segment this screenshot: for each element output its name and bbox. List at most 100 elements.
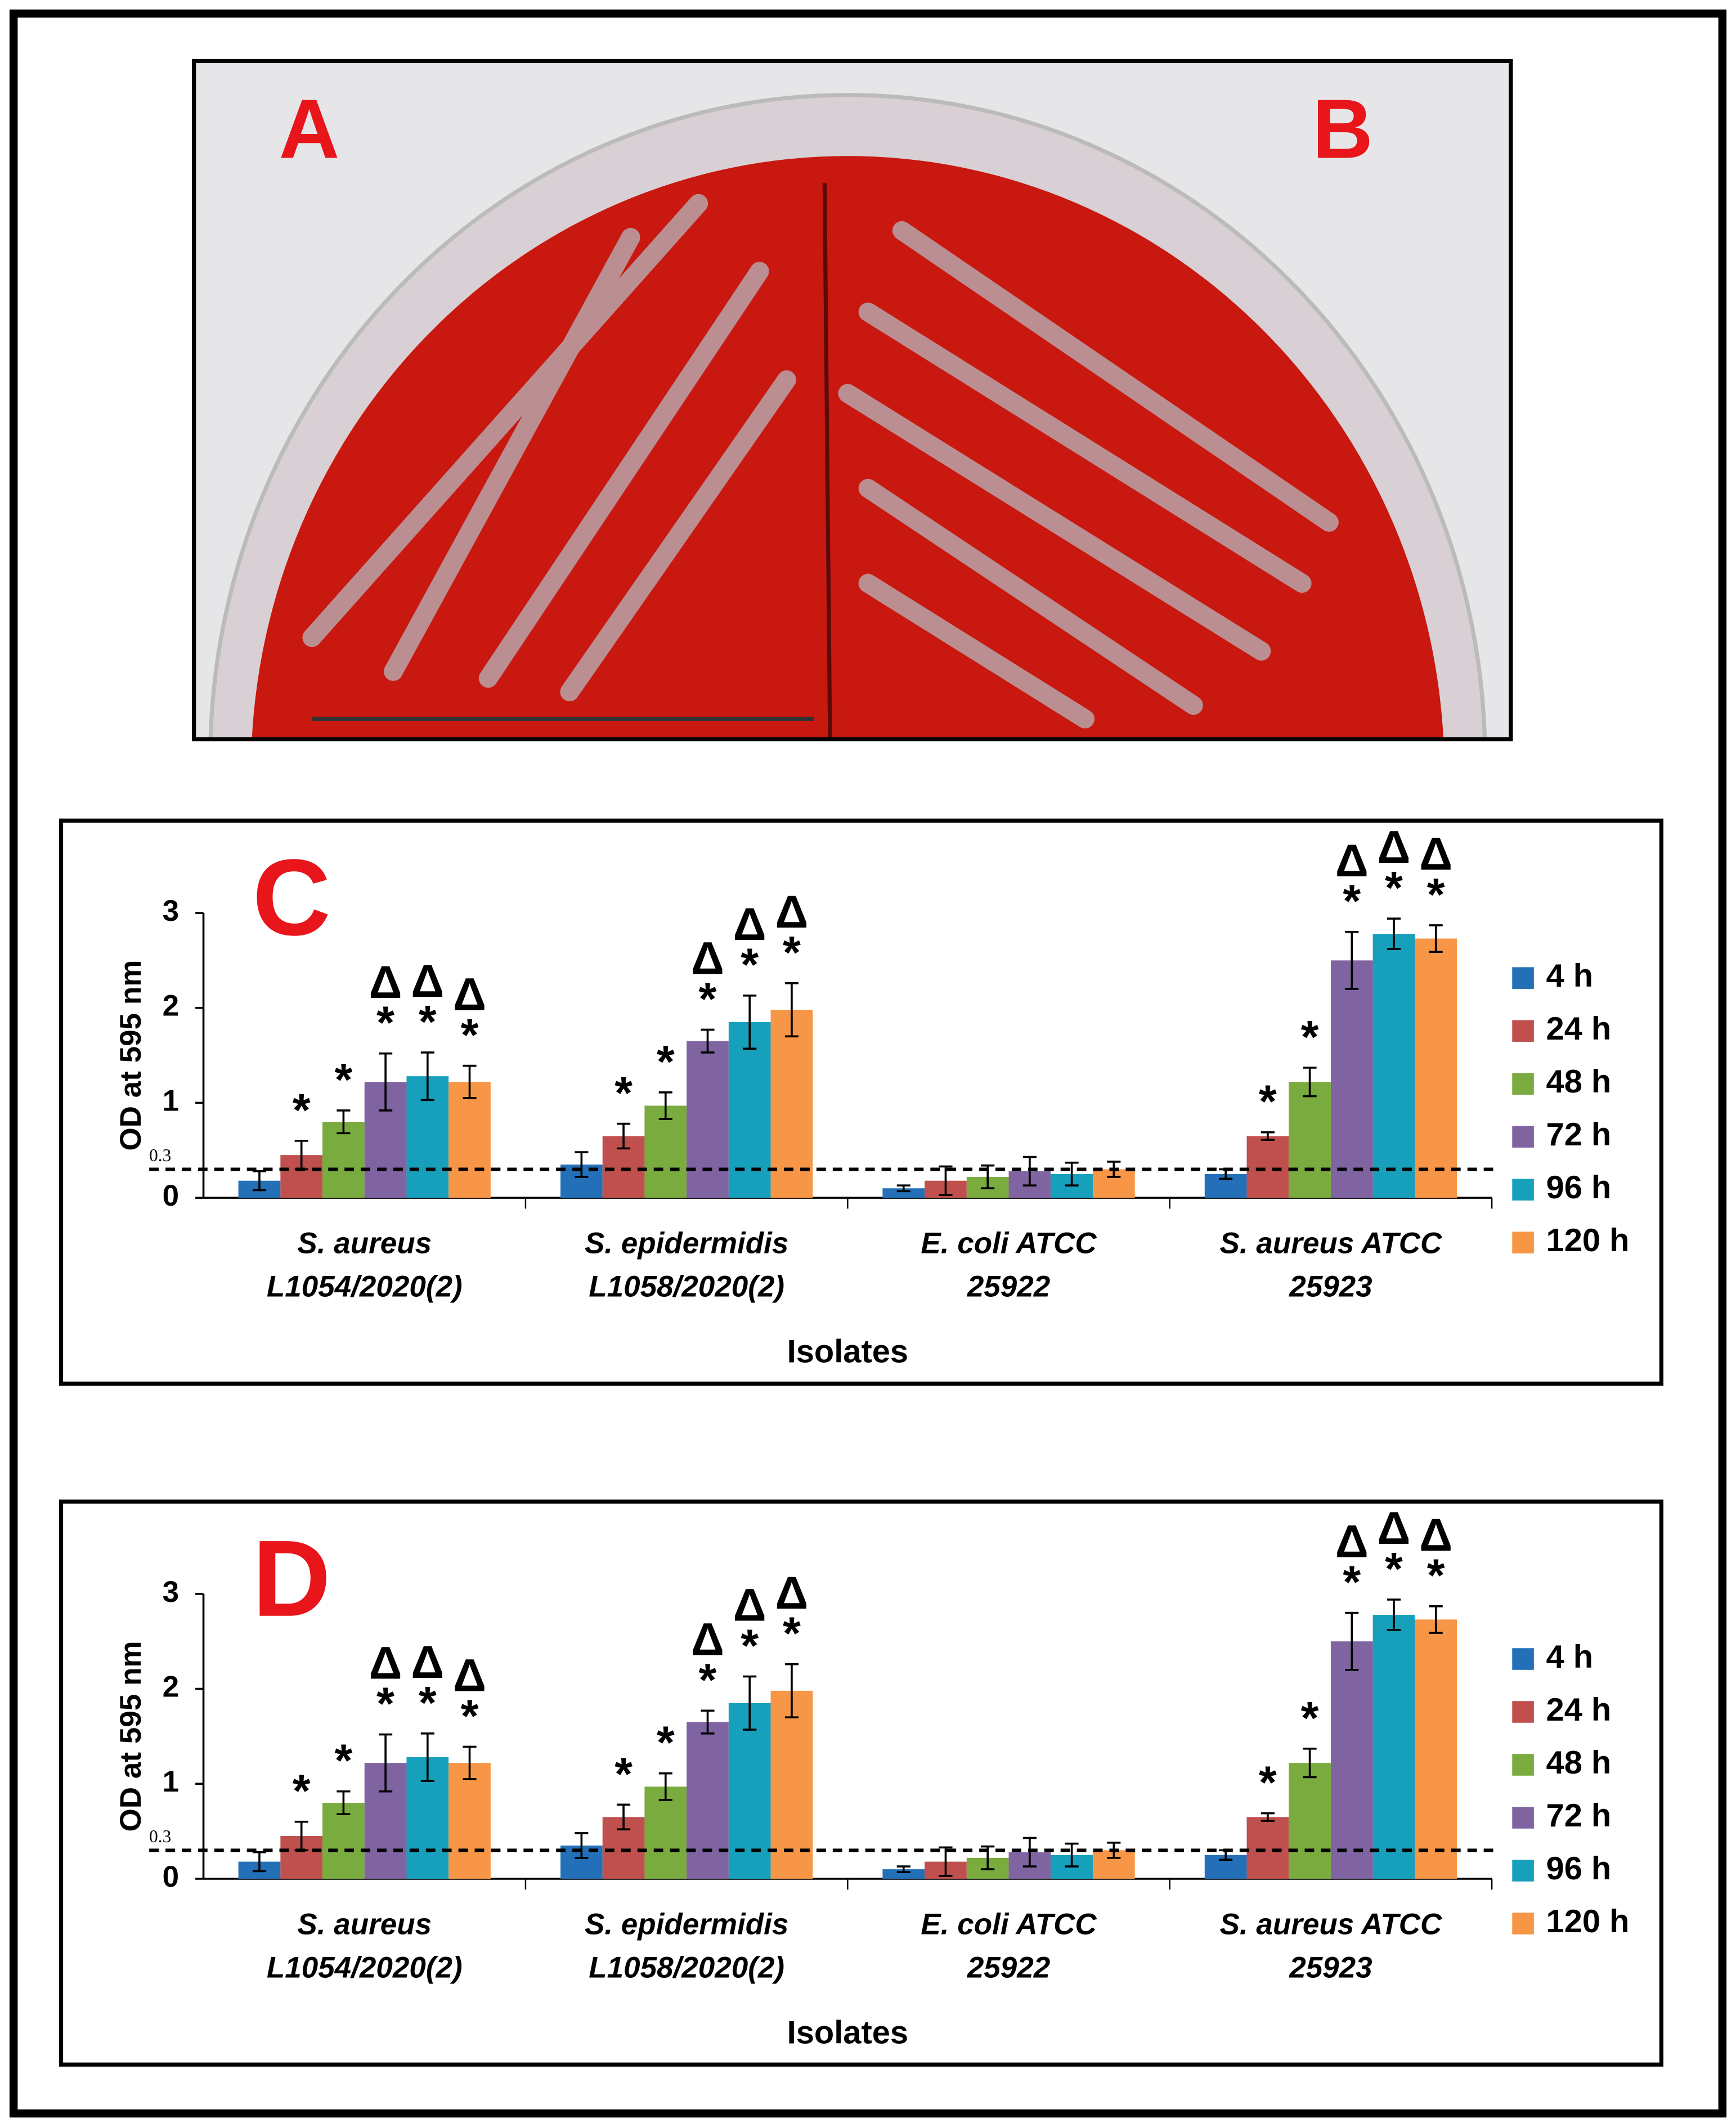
threshold-label: 0.3 [149, 1826, 171, 1846]
panel-label: B [1312, 82, 1373, 176]
legend-label: 96 h [1546, 1170, 1612, 1206]
panel-label: C [253, 836, 331, 958]
legend-swatch [1512, 1701, 1534, 1723]
error-bar [939, 1165, 953, 1196]
error-bar [252, 1851, 267, 1873]
error-bar [1065, 1842, 1079, 1868]
x-tick-label: 25922 [967, 1951, 1050, 1984]
y-axis-title: OD at 595 nm [114, 960, 147, 1151]
x-tick-label: 25923 [1289, 1951, 1372, 1984]
error-bar [1387, 1598, 1401, 1631]
significance-mark: Δ [691, 1614, 724, 1665]
bar [687, 1041, 729, 1198]
error-bar [617, 1803, 631, 1831]
x-tick-label: S. epidermidis [585, 1226, 788, 1260]
divider [822, 183, 832, 740]
error-bar [575, 1832, 589, 1859]
error-bar [337, 1109, 351, 1135]
bar [322, 1802, 365, 1879]
significance-mark: * [376, 1678, 394, 1730]
error-bar [701, 1028, 715, 1054]
error-bar [252, 1170, 267, 1192]
error-bar [1429, 924, 1443, 953]
x-tick-label: E. coli ATCC [921, 1226, 1097, 1260]
bar [1330, 1641, 1373, 1879]
error-bar [1022, 1837, 1037, 1868]
y-tick-label: 1 [163, 1084, 180, 1117]
chart-border [59, 1499, 1664, 2067]
legend-label: 24 h [1546, 1692, 1612, 1728]
significance-mark: Δ [1378, 1503, 1411, 1554]
bar [322, 1122, 365, 1198]
bar [1372, 934, 1415, 1198]
legend-swatch [1512, 1179, 1534, 1201]
significance-mark: Δ [1335, 1516, 1369, 1568]
error-bar [575, 1151, 589, 1178]
y-axis-title: OD at 595 nm [114, 1641, 147, 1832]
significance-mark: * [1385, 863, 1403, 914]
error-bar [463, 1064, 477, 1099]
error-bar [420, 1051, 434, 1101]
x-tick-label: L1054/2020(2) [267, 1951, 463, 1984]
error-bar [1303, 1748, 1317, 1779]
error-bar [1022, 1156, 1037, 1186]
bar [1415, 1619, 1457, 1879]
error-bar [1345, 930, 1359, 990]
significance-mark: * [376, 997, 394, 1049]
y-tick-label: 2 [163, 989, 180, 1023]
significance-mark: * [1427, 1550, 1445, 1601]
significance-mark: * [614, 1068, 633, 1119]
significance-mark: * [657, 1717, 675, 1768]
x-axis-title: Isolates [787, 1334, 908, 1370]
y-tick-label: 2 [163, 1671, 180, 1704]
significance-mark: * [1343, 876, 1361, 927]
legend-label: 72 h [1546, 1117, 1612, 1153]
significance-mark: * [614, 1749, 633, 1800]
legend-label: 4 h [1546, 1639, 1594, 1675]
bar [644, 1105, 687, 1198]
error-bar [939, 1846, 953, 1877]
bar [1289, 1763, 1331, 1879]
legend-label: 4 h [1546, 958, 1594, 994]
legend-label: 120 h [1546, 1904, 1630, 1940]
y-tick-label: 0 [163, 1179, 180, 1212]
legend-swatch [1512, 1860, 1534, 1882]
error-bar [1260, 1812, 1275, 1822]
bar [448, 1763, 491, 1879]
error-bar [617, 1122, 631, 1150]
legend-swatch [1512, 1913, 1534, 1935]
error-bar [658, 1091, 672, 1120]
legend-swatch [1512, 1126, 1534, 1148]
x-tick-label: S. aureus ATCC [1220, 1226, 1442, 1260]
significance-mark: * [334, 1054, 352, 1105]
x-tick-label: S. aureus [297, 1907, 432, 1941]
legend-swatch [1512, 1020, 1534, 1042]
legend-label: 48 h [1546, 1064, 1612, 1100]
significance-mark: * [293, 1766, 311, 1817]
significance-mark: * [1343, 1557, 1361, 1608]
significance-mark: Δ [369, 1638, 402, 1689]
significance-mark: Δ [411, 1637, 444, 1688]
legend-swatch [1512, 967, 1534, 989]
bar [882, 1869, 925, 1879]
error-bar [379, 1733, 393, 1793]
error-bar [784, 1663, 799, 1718]
significance-mark: * [1301, 1692, 1319, 1744]
legend-label: 48 h [1546, 1745, 1612, 1781]
x-axis-title: Isolates [787, 2014, 908, 2050]
y-tick-label: 0 [163, 1860, 180, 1893]
significance-mark: Δ [775, 886, 808, 938]
x-tick-label: 25922 [967, 1270, 1050, 1304]
significance-mark: * [1301, 1011, 1319, 1063]
x-tick-label: E. coli ATCC [921, 1907, 1097, 1941]
error-bar [420, 1732, 434, 1782]
bar [1415, 938, 1457, 1198]
bar [1289, 1082, 1331, 1198]
plate-photo [194, 61, 1511, 740]
legend-swatch [1512, 1648, 1534, 1670]
bar [1372, 1614, 1415, 1879]
significance-mark: * [419, 1677, 437, 1729]
error-bar [784, 982, 799, 1038]
bar [882, 1188, 925, 1198]
